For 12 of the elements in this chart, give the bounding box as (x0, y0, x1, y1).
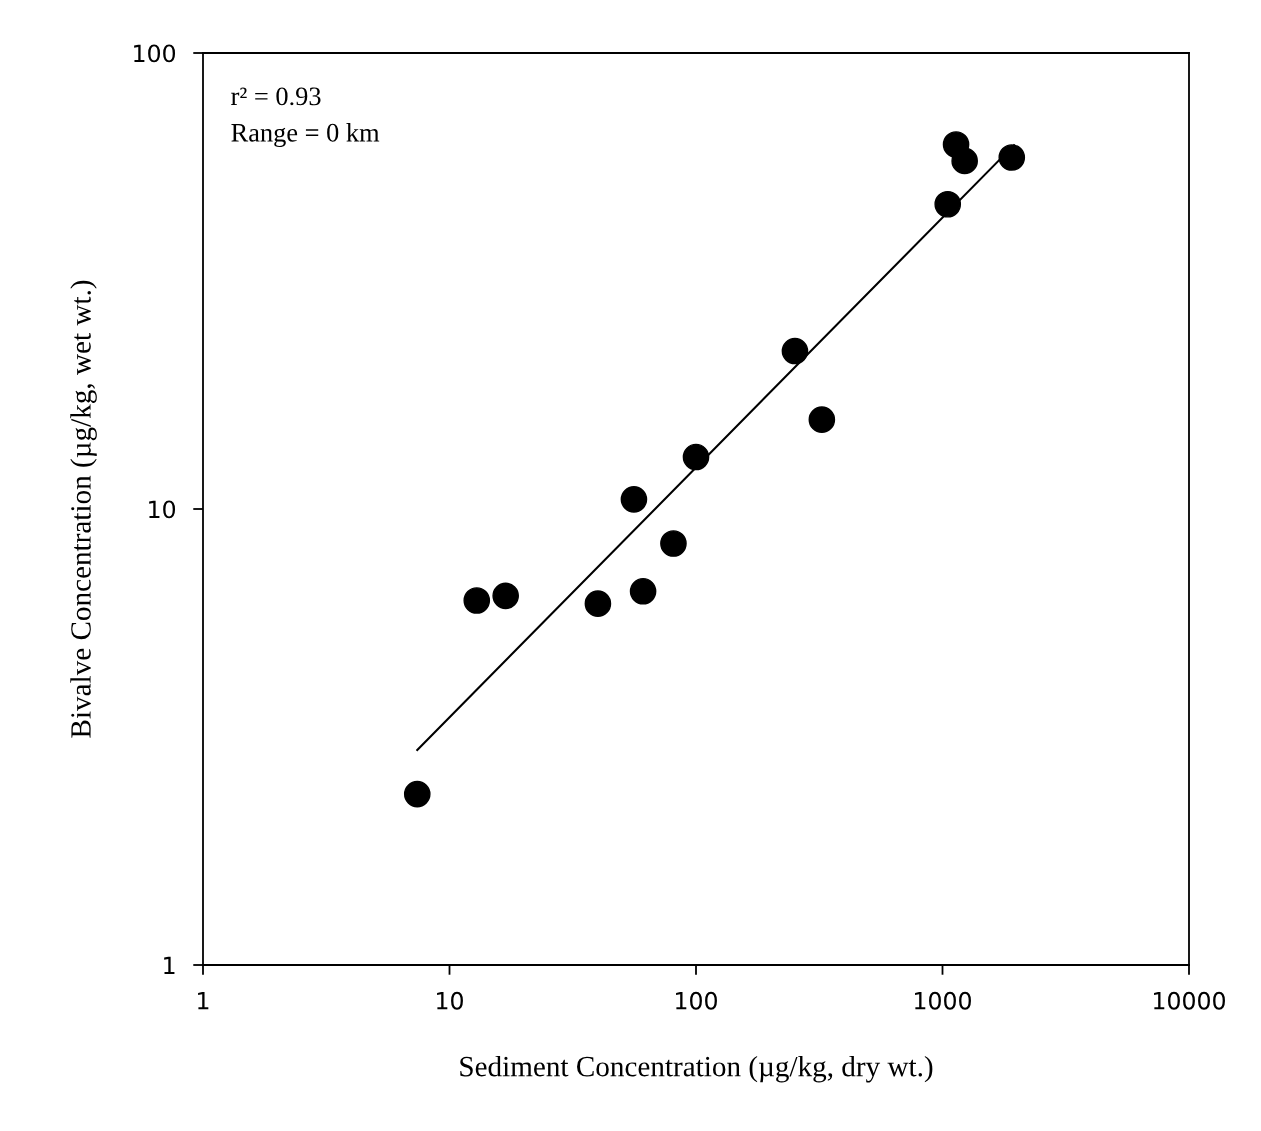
x-axis-title: Sediment Concentration (µg/kg, dry wt.) (460, 1055, 933, 1083)
y-tick-label: 10 (149, 500, 176, 519)
y-tick-label: 100 (134, 44, 176, 63)
x-tick-label: 10 (437, 991, 463, 1010)
x-tick-label: 100 (676, 991, 717, 1010)
x-tick-label: 1000 (915, 991, 971, 1010)
annotation: r² = 0.93 (231, 87, 321, 106)
x-tick-label: 10000 (1154, 991, 1225, 1010)
y-tick-label: 1 (164, 956, 175, 974)
y-axis-title: Bivalve Concentration (µg/kg, wet wt.) (70, 280, 97, 738)
annotation: Range = 0 km (231, 123, 380, 148)
x-tick-label: 1 (198, 992, 209, 1010)
